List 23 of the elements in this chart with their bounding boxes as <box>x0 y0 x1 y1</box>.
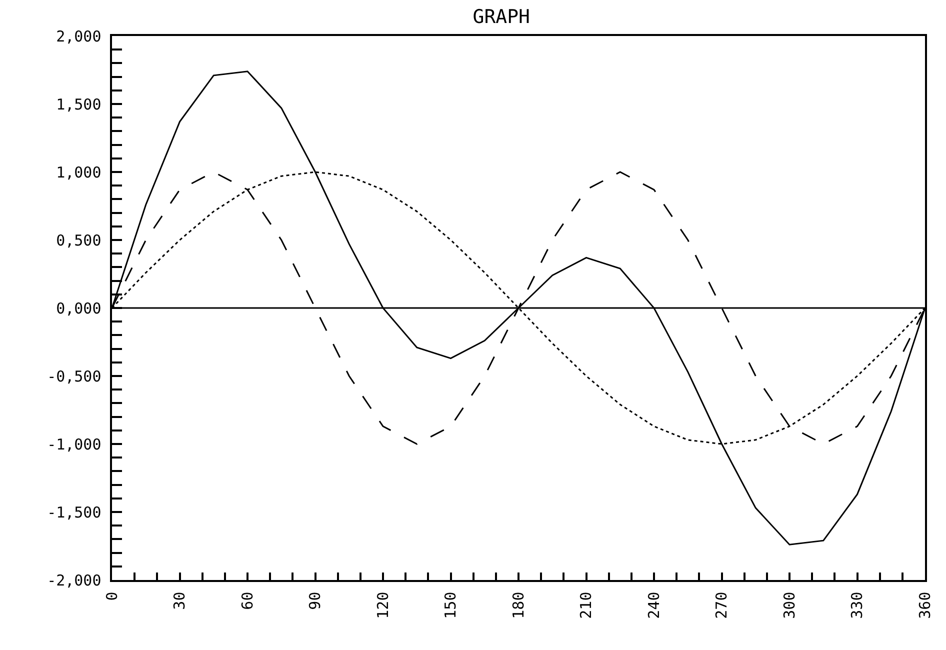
x-tick-label: 150 <box>442 592 460 619</box>
y-tick-label: -1,500 <box>47 503 102 522</box>
y-tick-label: -0,500 <box>47 367 102 386</box>
y-tick-label: 0,000 <box>56 299 102 318</box>
x-tick-label: 0 <box>102 592 121 601</box>
x-tick-label: 120 <box>374 592 392 619</box>
y-tick-label: 2,000 <box>56 27 102 46</box>
x-tick-label: 330 <box>848 592 866 619</box>
x-tick-label: 300 <box>780 592 798 619</box>
x-tick-label: 270 <box>712 592 731 619</box>
x-tick-label: 210 <box>577 592 596 619</box>
x-tick-label: 240 <box>644 592 663 619</box>
y-tick-label: 1,500 <box>56 95 102 114</box>
x-tick-label: 360 <box>916 592 934 619</box>
x-tick-label: 180 <box>509 592 528 619</box>
y-tick-label: -2,000 <box>47 571 102 590</box>
chart-title: GRAPH <box>472 6 530 28</box>
y-tick-label: -1,000 <box>47 435 102 454</box>
y-tick-label: 0,500 <box>56 231 102 250</box>
y-tick-label: 1,000 <box>56 163 102 182</box>
x-tick-label: 60 <box>238 592 256 610</box>
x-tick-label: 90 <box>306 592 324 610</box>
x-tick-label: 30 <box>170 592 189 610</box>
